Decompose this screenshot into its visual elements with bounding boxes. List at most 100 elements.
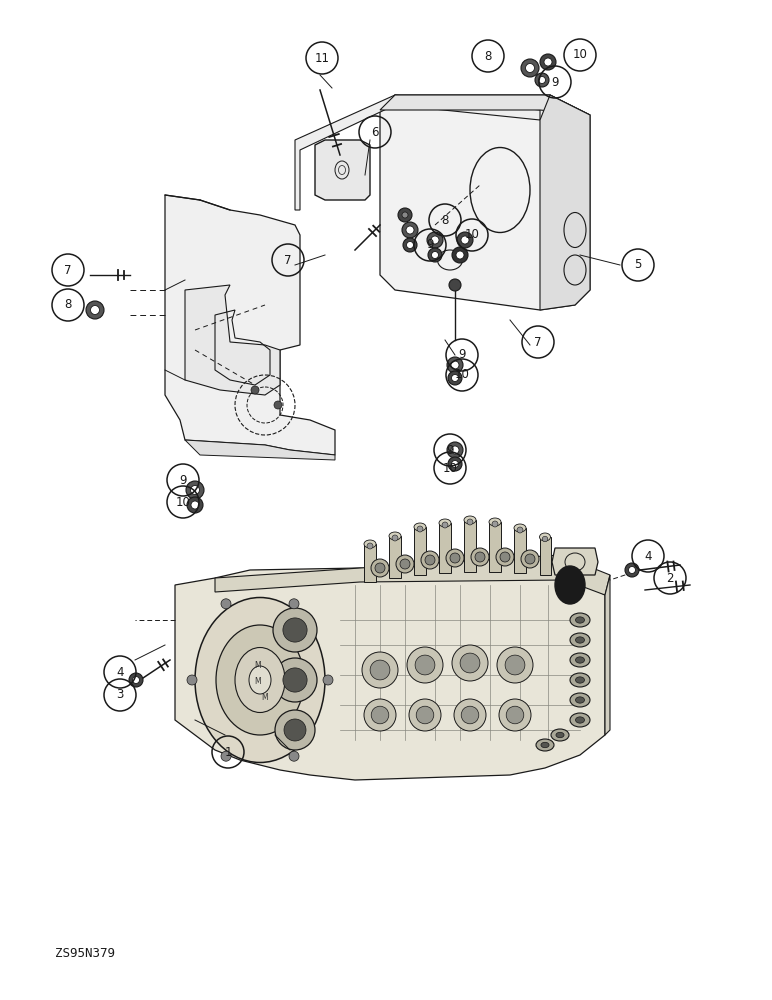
Circle shape [398,208,412,222]
Circle shape [492,521,498,527]
Polygon shape [364,544,376,582]
Circle shape [86,301,104,319]
Polygon shape [414,527,426,575]
Polygon shape [540,537,550,575]
Polygon shape [380,95,590,115]
Text: 8: 8 [484,49,492,62]
Circle shape [289,599,299,609]
Ellipse shape [555,566,585,604]
Circle shape [475,552,485,562]
Circle shape [452,247,468,263]
Circle shape [362,652,398,688]
Circle shape [221,599,231,609]
Circle shape [191,501,199,509]
Text: M: M [255,678,261,686]
Circle shape [471,548,489,566]
Circle shape [274,401,282,409]
Circle shape [323,675,333,685]
Ellipse shape [575,677,584,683]
Text: 9: 9 [551,76,559,89]
Circle shape [425,555,435,565]
Ellipse shape [540,533,550,541]
Circle shape [540,54,556,70]
Circle shape [461,236,469,244]
Ellipse shape [536,739,554,751]
Text: ZS95N379: ZS95N379 [55,947,115,960]
Circle shape [421,551,439,569]
Circle shape [628,566,635,574]
Circle shape [251,386,259,394]
Circle shape [450,553,460,563]
Circle shape [417,526,423,532]
Text: 1: 1 [224,746,232,758]
Circle shape [402,212,408,218]
Circle shape [415,655,435,675]
Circle shape [451,446,459,454]
Circle shape [449,279,461,291]
Circle shape [187,497,203,513]
Text: 7: 7 [64,263,72,276]
Circle shape [283,668,307,692]
Circle shape [428,248,442,262]
Ellipse shape [216,625,304,735]
Polygon shape [380,95,590,310]
Text: 9: 9 [179,474,187,487]
Ellipse shape [575,617,584,623]
Circle shape [521,550,539,568]
Circle shape [448,457,462,471]
Circle shape [289,751,299,761]
Circle shape [461,706,479,724]
Circle shape [500,552,510,562]
Circle shape [544,58,552,66]
Circle shape [284,719,306,741]
Circle shape [407,647,443,683]
Text: 4: 4 [645,550,652,562]
Circle shape [457,232,473,248]
Polygon shape [489,522,501,572]
Ellipse shape [464,516,476,524]
Polygon shape [552,548,598,575]
Ellipse shape [570,633,590,647]
Circle shape [521,59,539,77]
Circle shape [442,522,448,528]
Ellipse shape [570,613,590,627]
Polygon shape [540,95,590,310]
Circle shape [456,251,464,259]
Polygon shape [439,523,451,573]
Polygon shape [175,568,605,780]
Circle shape [273,608,317,652]
Polygon shape [315,140,370,200]
Ellipse shape [556,732,564,738]
Text: M: M [255,660,261,670]
Circle shape [460,653,480,673]
Circle shape [186,481,204,499]
Circle shape [535,73,549,87]
Text: 8: 8 [442,214,449,227]
Circle shape [467,519,473,525]
Ellipse shape [249,666,271,694]
Text: 8: 8 [64,298,72,312]
Ellipse shape [570,653,590,667]
Circle shape [427,232,443,248]
Circle shape [496,548,514,566]
Text: 5: 5 [635,258,642,271]
Text: 2: 2 [666,572,674,584]
Circle shape [371,706,389,724]
Text: 3: 3 [117,688,124,702]
Ellipse shape [541,742,549,748]
Circle shape [375,563,385,573]
Text: M: M [262,694,269,702]
Text: 9: 9 [426,238,434,251]
Circle shape [452,374,459,381]
Ellipse shape [195,597,325,762]
Text: 4: 4 [117,666,124,678]
Circle shape [432,251,438,258]
Circle shape [396,555,414,573]
Circle shape [506,706,523,724]
Circle shape [625,563,639,577]
Circle shape [454,699,486,731]
Circle shape [517,527,523,533]
Circle shape [526,64,534,73]
Circle shape [221,751,231,761]
Circle shape [133,676,140,684]
